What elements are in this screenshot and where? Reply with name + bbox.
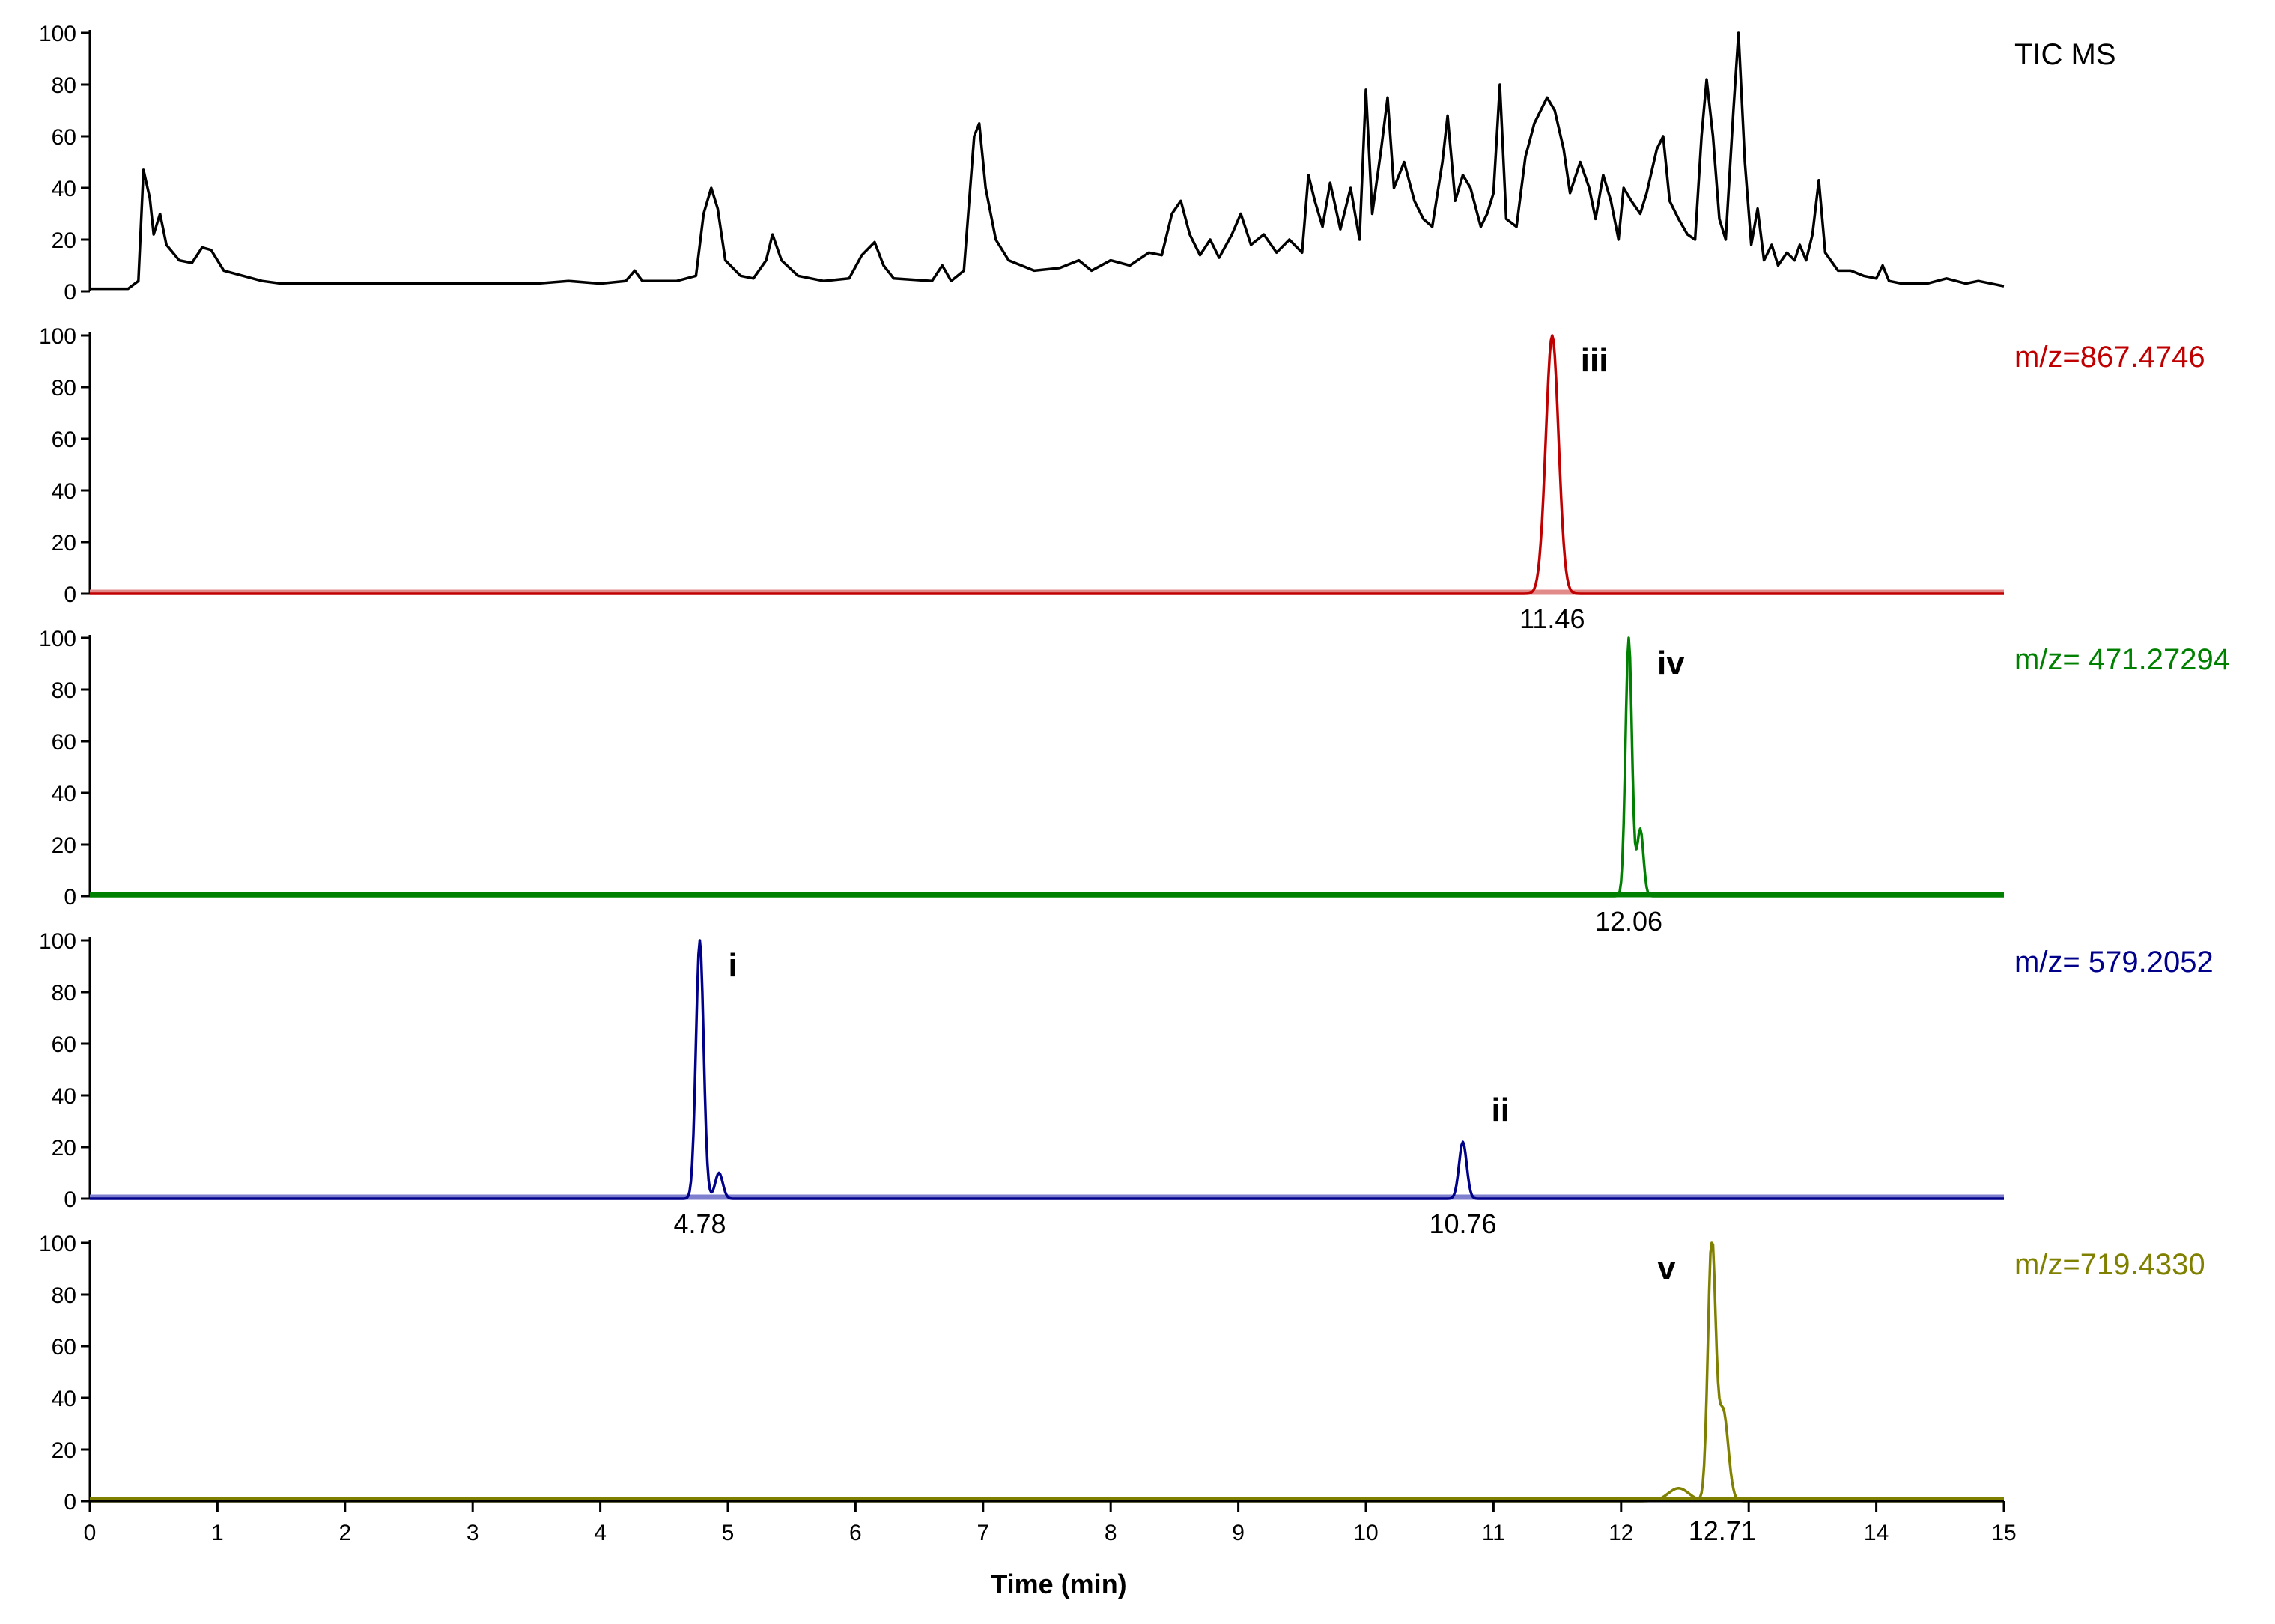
y-tick-label: 20 <box>52 228 76 253</box>
panel-label: m/z= 471.27294 <box>2014 643 2230 676</box>
y-tick-label: 40 <box>52 479 76 504</box>
panel-label: m/z=719.4330 <box>2014 1248 2205 1281</box>
retention-time-label: 12.71 <box>1689 1515 1756 1546</box>
peak-id-label: iv <box>1657 645 1685 681</box>
y-tick-label: 100 <box>39 929 76 954</box>
chromatogram-panels: 0 20 40 60 80 100 TIC MS 0 20 40 60 80 100 m/z=867.47… <box>39 22 2230 1515</box>
y-tick-label: 20 <box>52 1136 76 1161</box>
y-tick-label: 60 <box>52 428 76 452</box>
y-tick-label: 80 <box>52 678 76 703</box>
x-tick-label: 3 <box>467 1521 479 1545</box>
y-tick-label: 60 <box>52 1033 76 1057</box>
trace-ion-471 <box>89 636 2005 898</box>
y-tick-label: 80 <box>52 981 76 1006</box>
panel-tic: 0 20 40 60 80 100 TIC MS <box>39 22 2116 305</box>
y-tick-label: 100 <box>39 1232 76 1256</box>
y-tick-label: 60 <box>52 730 76 755</box>
y-tick-label: 60 <box>52 125 76 150</box>
y-tick-label: 80 <box>52 1283 76 1308</box>
x-tick-label: 7 <box>976 1521 989 1545</box>
trace-tic <box>90 31 2005 291</box>
panel-ion-867: 0 20 40 60 80 100 m/z=867.4746 iii 11.46 <box>39 324 2205 634</box>
x-tick-label: 12 <box>1609 1521 1633 1545</box>
peak-id-label: i <box>729 947 738 984</box>
panel-ion-471: 0 20 40 60 80 100 m/z= 471.27294 iv 12.06 <box>39 627 2230 937</box>
x-tick-label: 10 <box>1353 1521 1378 1545</box>
y-tick-label: 100 <box>39 22 76 46</box>
x-tick-label: 1 <box>211 1521 224 1545</box>
panel-ion-719: 0 20 40 60 80 100 m/z=719.4330 v <box>39 1232 2205 1515</box>
retention-time-label: 12.06 <box>1595 906 1662 937</box>
y-tick-label: 20 <box>52 531 76 556</box>
x-tick-label: 0 <box>84 1521 97 1545</box>
panel-label: m/z= 579.2052 <box>2014 946 2214 979</box>
x-tick-label: 5 <box>722 1521 735 1545</box>
x-tick-label: 8 <box>1105 1521 1117 1545</box>
y-tick-label: 0 <box>64 280 76 305</box>
y-tick-label: 40 <box>52 177 76 201</box>
y-tick-label: 40 <box>52 1387 76 1411</box>
peak-id-label: iii <box>1581 342 1609 379</box>
y-tick-label: 100 <box>39 627 76 651</box>
y-tick-label: 20 <box>52 833 76 858</box>
panel-ion-579: 0 20 40 60 80 100 m/z= 579.2052 i 4.78 ii 10.76 <box>39 929 2214 1239</box>
x-tick-label: 14 <box>1864 1521 1889 1545</box>
y-tick-label: 80 <box>52 73 76 98</box>
x-tick-label: 2 <box>338 1521 351 1545</box>
peak-id-label: v <box>1657 1250 1676 1286</box>
peak-id-label: ii <box>1492 1092 1510 1128</box>
y-tick-label: 0 <box>64 1490 76 1515</box>
x-tick-label: 6 <box>849 1521 862 1545</box>
y-tick-label: 100 <box>39 324 76 349</box>
retention-time-label: 10.76 <box>1429 1208 1496 1239</box>
x-tick-label: 15 <box>1991 1521 2016 1545</box>
y-tick-label: 20 <box>52 1438 76 1463</box>
trace-ion-719 <box>89 1241 2005 1503</box>
panel-label: TIC MS <box>2014 38 2116 71</box>
x-tick-label: 4 <box>594 1521 607 1545</box>
y-tick-label: 40 <box>52 1084 76 1109</box>
y-tick-label: 40 <box>52 782 76 806</box>
y-tick-label: 0 <box>64 583 76 607</box>
trace-ion-579 <box>89 939 2005 1200</box>
x-axis-title: Time (min) <box>991 1569 1126 1599</box>
y-tick-label: 0 <box>64 1187 76 1212</box>
retention-time-label: 4.78 <box>673 1208 726 1239</box>
x-tick-label: 11 <box>1482 1521 1505 1545</box>
y-tick-label: 80 <box>52 376 76 401</box>
x-tick-label: 9 <box>1232 1521 1245 1545</box>
retention-time-label: 11.46 <box>1519 603 1585 634</box>
y-tick-label: 60 <box>52 1335 76 1360</box>
y-tick-label: 0 <box>64 885 76 910</box>
panel-label: m/z=867.4746 <box>2014 341 2205 374</box>
trace-ion-867 <box>89 334 2005 595</box>
